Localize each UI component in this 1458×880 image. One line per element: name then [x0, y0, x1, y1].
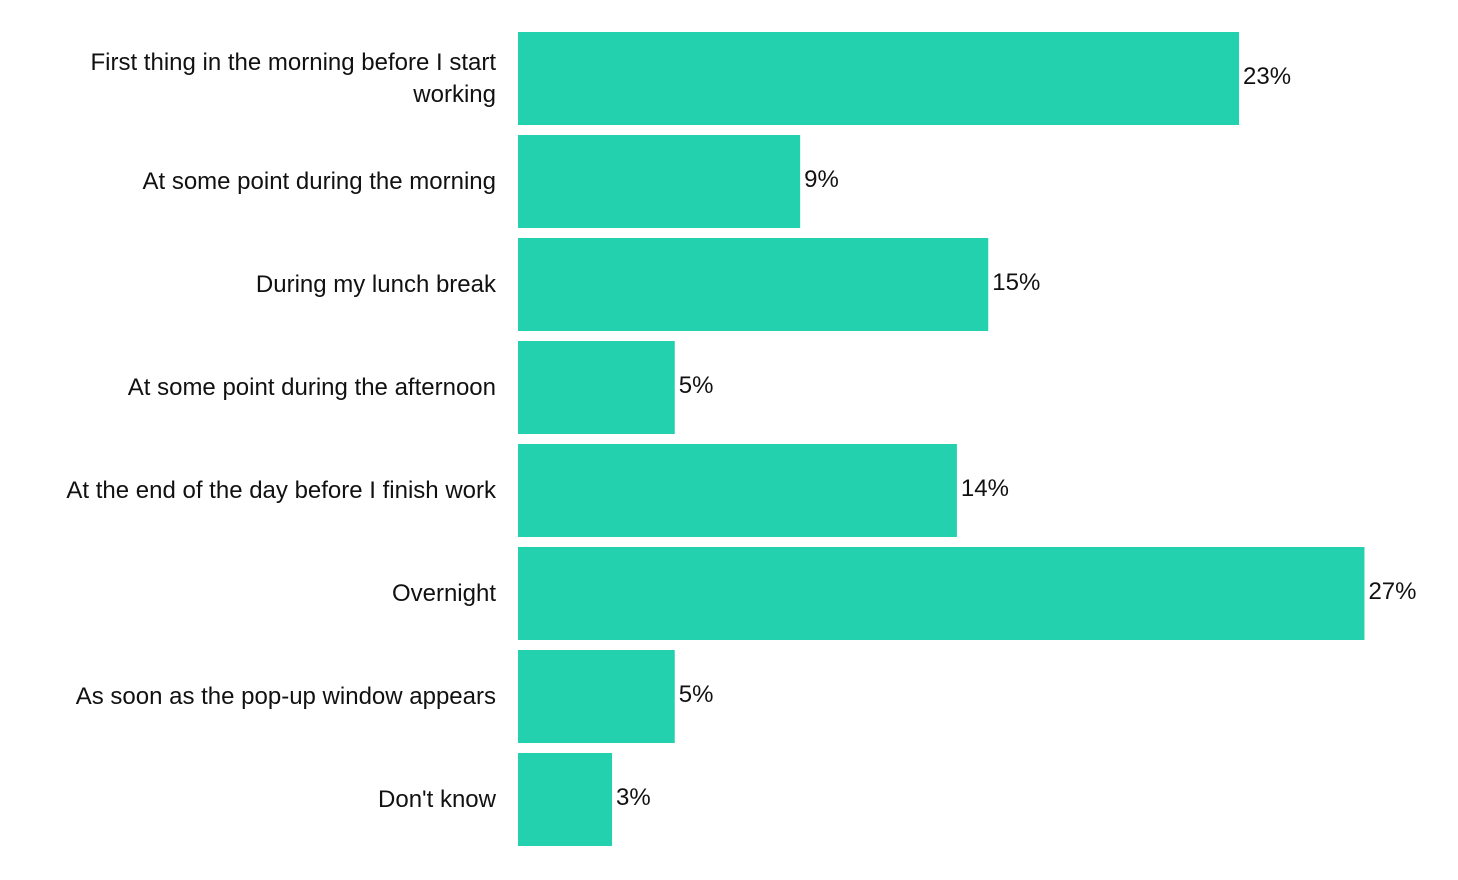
bar-2 — [518, 135, 801, 228]
value-label-7: 5% — [679, 681, 714, 708]
bar-6 — [518, 547, 1365, 640]
value-label-1: 23% — [1243, 63, 1291, 90]
category-label-3: During my lunch break — [256, 271, 497, 298]
category-label-2: At some point during the morning — [142, 168, 496, 195]
bar-4 — [518, 341, 675, 434]
category-label-6: Overnight — [392, 580, 496, 607]
value-label-3: 15% — [992, 269, 1040, 296]
value-label-6: 27% — [1368, 578, 1416, 605]
value-labels-layer: 23% 9% 15% 5% 14% 27% 5% 3% — [616, 63, 1416, 811]
category-label-5: At the end of the day before I finish wo… — [66, 477, 497, 504]
value-label-2: 9% — [804, 166, 839, 193]
bar-7 — [518, 650, 675, 743]
bar-8 — [518, 753, 613, 846]
bar-5 — [518, 444, 957, 537]
category-label-1-line-1: First thing in the morning before I star… — [90, 49, 496, 76]
bar-1 — [518, 32, 1240, 125]
category-label-7: As soon as the pop-up window appears — [76, 683, 496, 710]
value-label-5: 14% — [961, 475, 1009, 502]
value-label-4: 5% — [679, 372, 714, 399]
bar-3 — [518, 238, 989, 331]
bars-layer — [518, 32, 1365, 846]
category-label-8: Don't know — [378, 786, 497, 813]
category-label-4: At some point during the afternoon — [128, 374, 496, 401]
category-labels-layer: First thing in the morning before I star… — [66, 49, 497, 813]
category-label-1-line-2: working — [412, 81, 496, 108]
value-label-8: 3% — [616, 784, 651, 811]
